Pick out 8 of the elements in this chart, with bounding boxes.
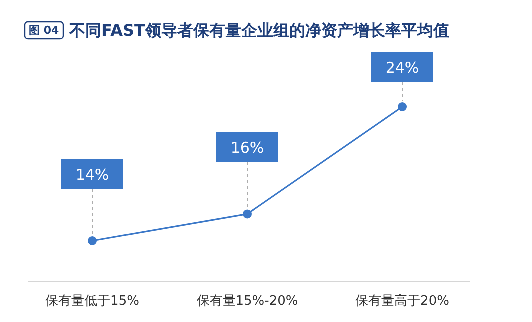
caption: 图 04	[29, 24, 60, 37]
x-tick-label: 保有量低于15%	[46, 294, 140, 309]
data-label: 14%	[76, 166, 110, 184]
chart-title: 不同FAST领导者保有量企业组的净资产增长率平均值	[68, 21, 450, 40]
data-label: 16%	[230, 139, 264, 158]
data-label: 24%	[386, 59, 420, 77]
x-tick-label: 保有量15%-20%	[196, 294, 298, 309]
x-tick-label: 保有量高于20%	[356, 293, 450, 309]
